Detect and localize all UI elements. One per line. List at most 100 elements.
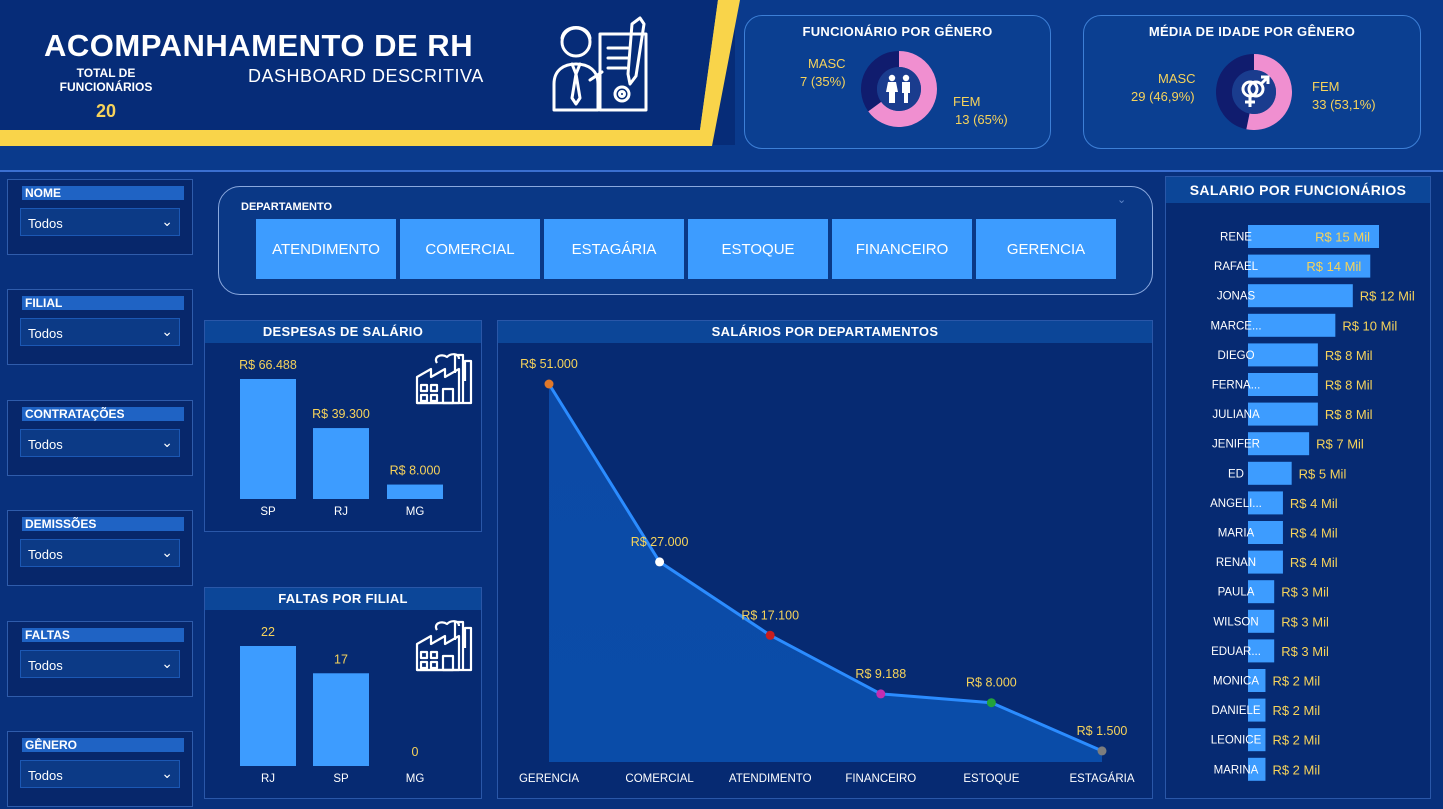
- department-salary-chart: R$ 51.000 GERENCIA R$ 27.000 COMERCIAL R$ 17…: [519, 357, 1135, 785]
- bar[interactable]: [1248, 432, 1310, 456]
- bar[interactable]: [313, 673, 369, 766]
- filter-slicer: FILIAL Todos ⌄: [7, 289, 193, 365]
- donut-slice-masc[interactable]: [861, 51, 900, 112]
- bar[interactable]: [1248, 521, 1283, 544]
- y-tick-label: DIEGO: [1217, 350, 1254, 362]
- bar[interactable]: [1248, 609, 1275, 633]
- gender-fem-value: 13 (65%): [955, 112, 1008, 127]
- bar[interactable]: [1248, 728, 1266, 752]
- data-point[interactable]: [986, 698, 996, 708]
- bar-data-label: R$ 10 Mil: [1342, 318, 1397, 333]
- bar[interactable]: [1248, 343, 1318, 367]
- bar-data-label: R$ 7 Mil: [1316, 437, 1364, 452]
- people-icon: [886, 74, 910, 103]
- chevron-down-icon: ⌄: [161, 765, 173, 781]
- bar-data-label: R$ 2 Mil: [1272, 733, 1320, 748]
- bar-data-label: 22: [261, 625, 275, 639]
- x-tick-label: ESTAGÁRIA: [1070, 772, 1135, 785]
- bar-data-label: R$ 3 Mil: [1281, 585, 1329, 600]
- department-option[interactable]: GERENCIA: [976, 219, 1116, 279]
- data-point[interactable]: [876, 689, 886, 699]
- y-tick-label: DANIELE: [1211, 705, 1261, 717]
- salary-expense-chart: R$ 66.488 SP R$ 39.300 RJ R$ 8.000 MG: [239, 353, 473, 518]
- bar[interactable]: [1248, 284, 1353, 308]
- bar-data-label: R$ 8 Mil: [1325, 407, 1373, 422]
- donut-slice-masc[interactable]: [1216, 54, 1255, 130]
- bar[interactable]: [387, 484, 443, 499]
- bar[interactable]: [1248, 461, 1292, 485]
- employee-salary-title: SALARIO POR FUNCIONÁRIOS: [1166, 177, 1430, 203]
- donut-slice-fem[interactable]: [868, 51, 937, 127]
- department-slicer-chevron-icon[interactable]: ⌄: [1117, 194, 1127, 206]
- bar[interactable]: [1248, 313, 1336, 337]
- salary-expense-title: DESPESAS DE SALÁRIO: [205, 321, 481, 343]
- department-option[interactable]: COMERCIAL: [400, 219, 540, 279]
- bar-data-label: R$ 8.000: [390, 464, 441, 478]
- filter-dropdown[interactable]: Todos ⌄: [20, 318, 180, 346]
- filter-slicer: GÊNERO Todos ⌄: [7, 731, 193, 807]
- bar[interactable]: [1248, 698, 1266, 722]
- bar[interactable]: [1248, 639, 1275, 663]
- bar-data-label: R$ 3 Mil: [1281, 644, 1329, 659]
- y-tick-label: MONICA: [1213, 676, 1259, 688]
- bar[interactable]: [1248, 373, 1318, 396]
- bar[interactable]: [1248, 491, 1283, 515]
- y-tick-label: MARCE...: [1210, 320, 1261, 332]
- department-option[interactable]: ATENDIMENTO: [256, 219, 396, 279]
- filter-value: Todos: [28, 768, 63, 783]
- y-tick-label: JULIANA: [1212, 409, 1260, 421]
- filter-label: FILIAL: [22, 296, 184, 310]
- gender-fem-label: FEM: [953, 94, 981, 109]
- donut-hole: [877, 67, 921, 111]
- bar[interactable]: [1248, 550, 1283, 574]
- chevron-down-icon: ⌄: [161, 323, 173, 339]
- bar-data-label: 17: [334, 652, 348, 666]
- bar-category-label: SP: [333, 773, 349, 785]
- total-employees-label: TOTAL DE FUNCIONÁRIOS: [59, 66, 153, 94]
- absences-panel: FALTAS POR FILIAL 22 RJ 17 SP 0 MG: [204, 587, 482, 799]
- filter-label: FALTAS: [22, 628, 184, 642]
- bar[interactable]: [1248, 402, 1318, 426]
- bar[interactable]: [1248, 254, 1371, 278]
- department-option[interactable]: ESTAGÁRIA: [544, 219, 684, 279]
- x-tick-label: ATENDIMENTO: [729, 773, 812, 785]
- filter-dropdown[interactable]: Todos ⌄: [20, 760, 180, 788]
- data-point[interactable]: [544, 379, 554, 389]
- filter-label: NOME: [22, 186, 184, 200]
- filter-dropdown[interactable]: Todos ⌄: [20, 650, 180, 678]
- bar[interactable]: [240, 379, 296, 499]
- y-tick-label: RENAN: [1216, 557, 1256, 569]
- bar[interactable]: [1248, 225, 1379, 248]
- data-point[interactable]: [1097, 746, 1107, 756]
- bar[interactable]: [1248, 580, 1275, 604]
- department-option[interactable]: ESTOQUE: [688, 219, 828, 279]
- filter-dropdown[interactable]: Todos ⌄: [20, 208, 180, 236]
- department-salary-title: SALÁRIOS POR DEPARTAMENTOS: [498, 321, 1152, 343]
- bar[interactable]: [240, 646, 296, 766]
- bar[interactable]: [1248, 757, 1266, 781]
- bar[interactable]: [1248, 669, 1266, 692]
- filter-dropdown[interactable]: Todos ⌄: [20, 429, 180, 457]
- filter-dropdown[interactable]: Todos ⌄: [20, 539, 180, 567]
- y-tick-label: RENE: [1220, 232, 1252, 244]
- age-fem-value: 33 (53,1%): [1312, 97, 1376, 112]
- yellow-accent-stripe: [0, 0, 740, 146]
- chevron-down-icon: ⌄: [161, 544, 173, 560]
- bar[interactable]: [313, 428, 369, 499]
- bar-data-label: R$ 4 Mil: [1290, 496, 1338, 511]
- point-data-label: R$ 8.000: [966, 676, 1017, 690]
- department-option[interactable]: FINANCEIRO: [832, 219, 972, 279]
- total-employees-value: 20: [95, 101, 117, 121]
- bar-category-label: RJ: [261, 773, 275, 785]
- employee-salary-panel: SALARIO POR FUNCIONÁRIOS RENE R$ 15 Mil RA…: [1165, 176, 1431, 799]
- department-slicer-title: DEPARTAMENTO: [241, 201, 333, 213]
- gender-card-title: FUNCIONÁRIO POR GÊNERO: [802, 24, 993, 39]
- donut-slice-fem[interactable]: [1246, 54, 1292, 130]
- data-point[interactable]: [765, 630, 775, 640]
- chevron-down-icon: ⌄: [161, 213, 173, 229]
- y-tick-label: WILSON: [1213, 616, 1258, 628]
- bar-data-label: R$ 5 Mil: [1299, 466, 1347, 481]
- data-point[interactable]: [655, 557, 665, 567]
- hr-person-icon: [552, 16, 648, 112]
- y-tick-label: PAULA: [1218, 587, 1255, 599]
